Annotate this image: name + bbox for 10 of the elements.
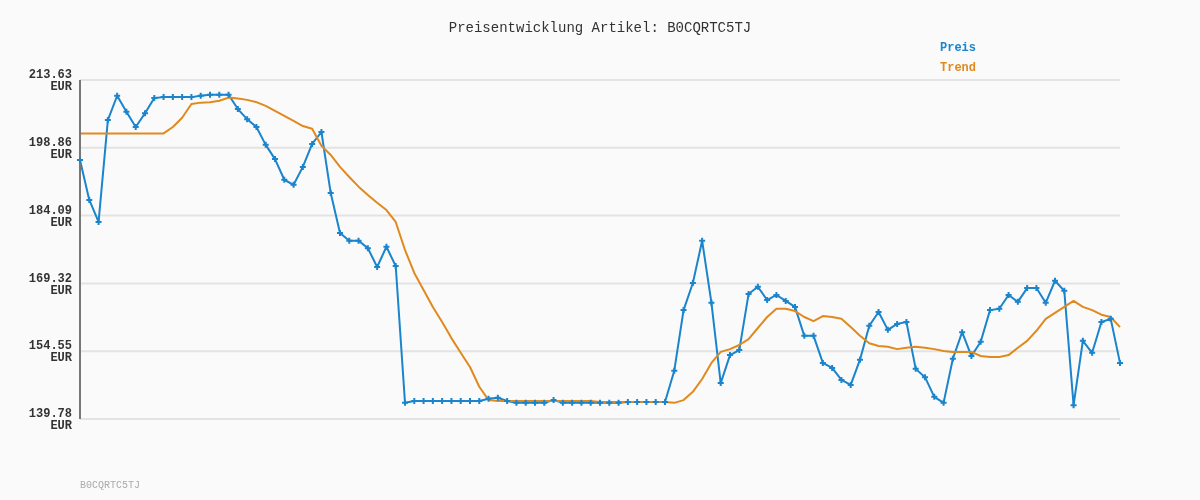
y-tick-label: 169.32 EUR	[28, 271, 73, 298]
y-tick-label: 198.86 EUR	[28, 136, 73, 163]
y-tick-label: 154.55 EUR	[28, 339, 73, 366]
text: B0CQRTC5TJ	[80, 480, 141, 491]
text: Trend	[940, 60, 977, 77]
text: Preis	[940, 40, 977, 57]
chart-title: Preisentwicklung Artikel: B0CQRTC5TJ	[447, 20, 753, 36]
y-tick-label: 184.09 EUR	[28, 203, 73, 230]
y-tick-label: 139.78 EUR	[28, 407, 73, 434]
y-tick-label: 213.63 EUR	[28, 68, 73, 95]
